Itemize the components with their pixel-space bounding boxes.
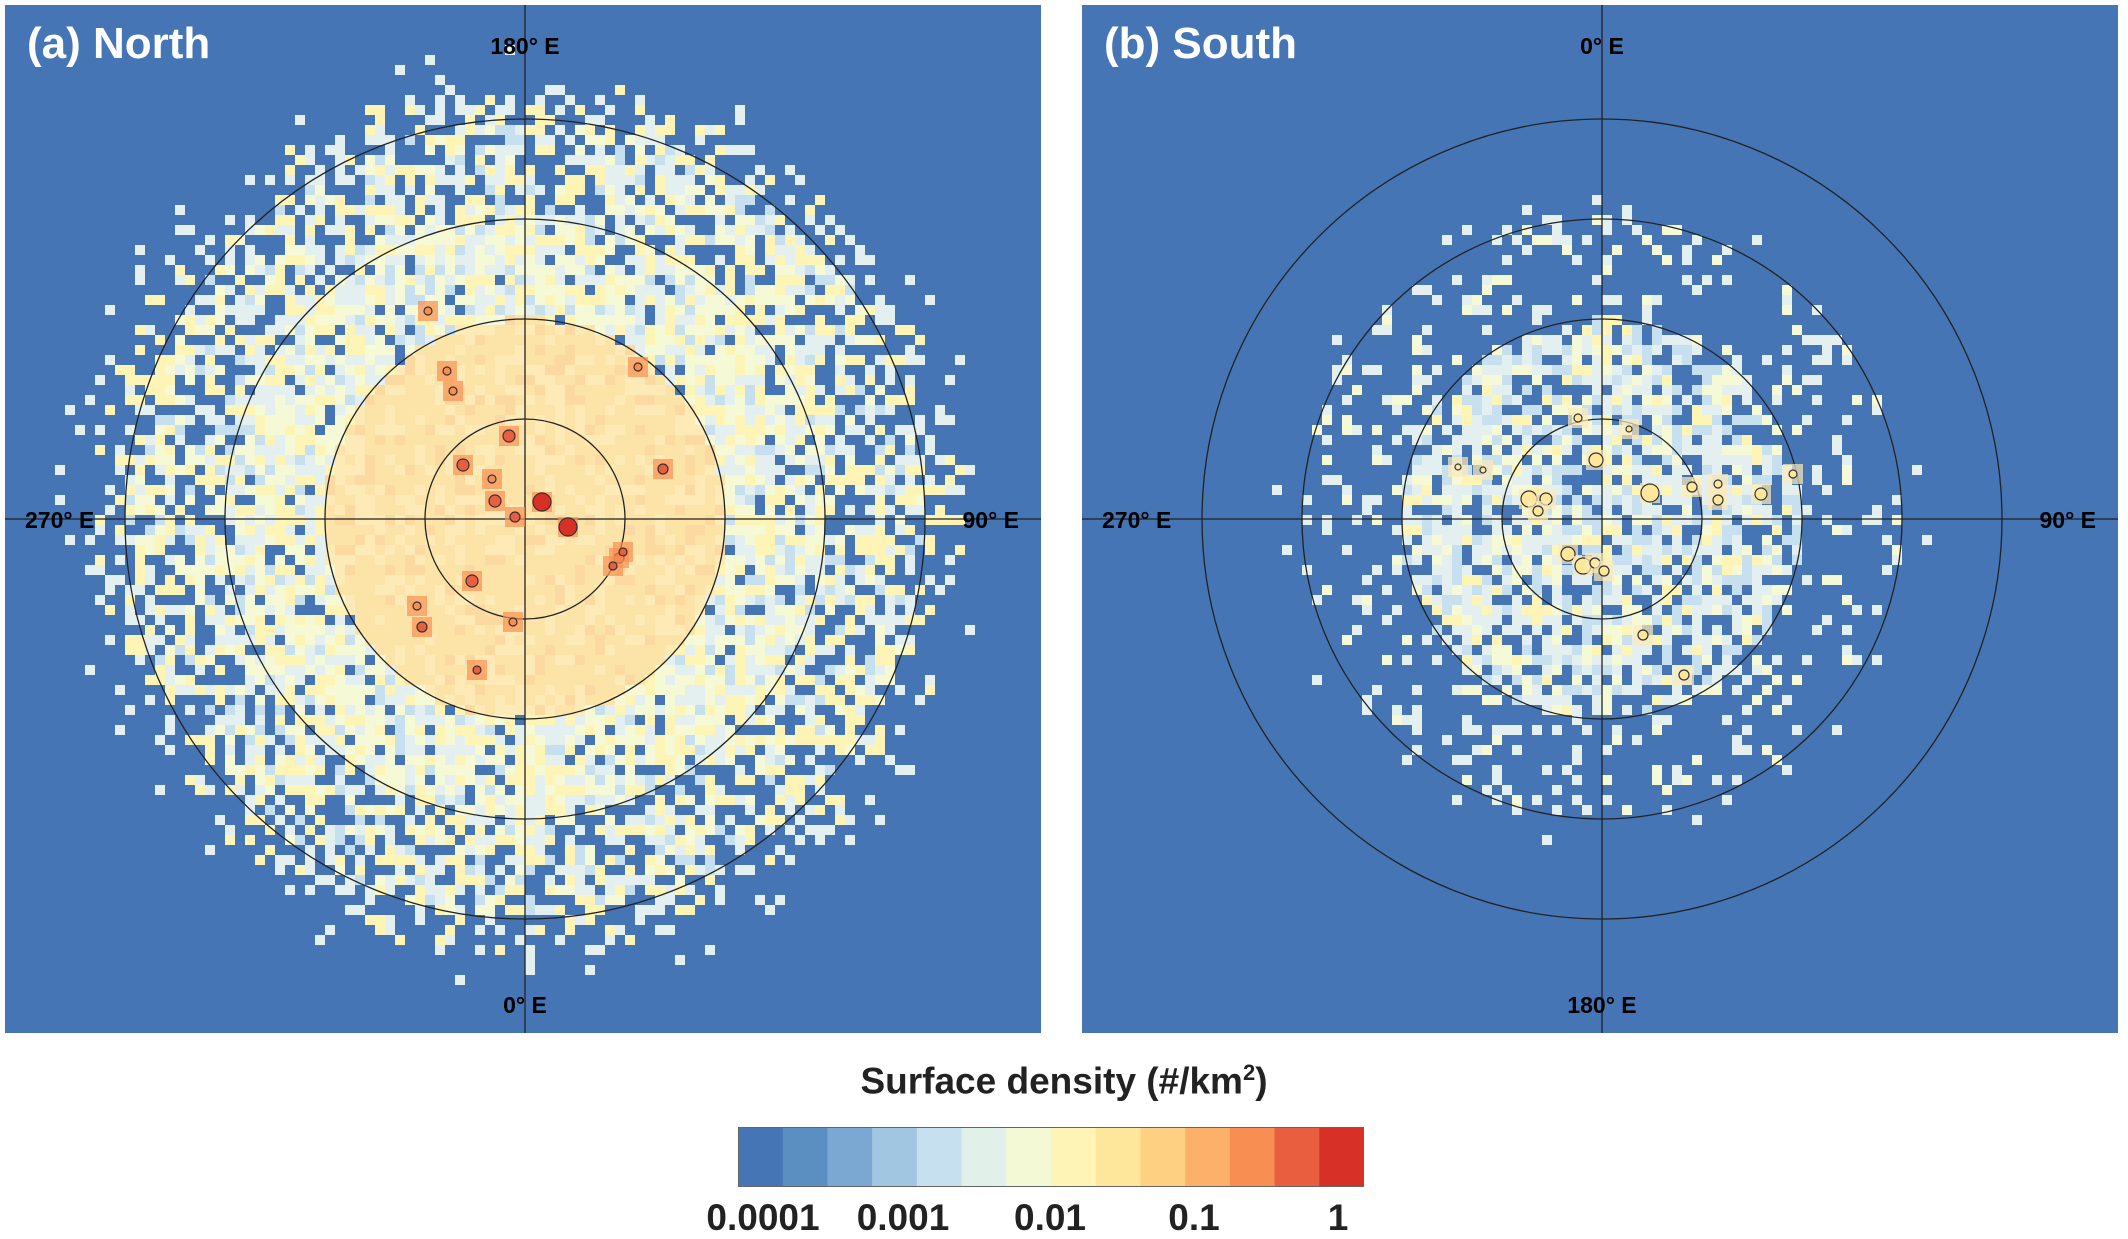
hotspot-marker: [466, 575, 478, 587]
colorbar-segment: [783, 1127, 828, 1187]
colorbar-segment: [1185, 1127, 1230, 1187]
lon-label-bottom-north: 0° E: [503, 992, 547, 1019]
hotspot-marker: [634, 363, 642, 371]
lon-label-left-north: 270° E: [25, 507, 94, 534]
colorbar-title-text: Surface density (#/km: [860, 1060, 1242, 1101]
colorbar-segment: [738, 1127, 783, 1187]
hotspot-marker: [473, 666, 481, 674]
hotspot-marker: [1574, 414, 1582, 422]
hotspot-marker: [1679, 670, 1689, 680]
hotspot-marker: [1687, 482, 1697, 492]
colorbar: [738, 1127, 1364, 1187]
colorbar-segment: [1006, 1127, 1051, 1187]
colorbar-segment: [1051, 1127, 1096, 1187]
colorbar-title: Surface density (#/km2): [0, 1060, 2128, 1102]
hotspot-marker: [443, 367, 451, 375]
hotspot-marker: [1599, 566, 1609, 576]
hotspot-marker: [1713, 495, 1723, 505]
colorbar-tick-label: 0.1: [1168, 1197, 1219, 1239]
hotspot-marker: [1755, 488, 1767, 500]
hotspot-marker: [457, 459, 469, 471]
hotspot-marker: [510, 512, 520, 522]
hotspot-marker: [424, 307, 432, 315]
hotspot-marker: [1455, 464, 1461, 470]
colorbar-segment: [1140, 1127, 1185, 1187]
colorbar-tick-label: 0.01: [1014, 1197, 1086, 1239]
hotspot-marker: [488, 475, 496, 483]
hotspot-marker: [1714, 480, 1722, 488]
hotspot-marker: [449, 387, 457, 395]
hotspot-marker: [559, 518, 577, 536]
colorbar-title-sup: 2: [1243, 1060, 1255, 1085]
hotspot-marker: [413, 602, 421, 610]
hotspot-marker: [533, 493, 551, 511]
panel-title-north: (a) North: [27, 19, 210, 69]
colorbar-segment: [1319, 1127, 1364, 1187]
colorbar-title-end: ): [1255, 1060, 1267, 1101]
colorbar-segment: [827, 1127, 872, 1187]
panel-title-south: (b) South: [1104, 19, 1297, 69]
panel-north: (a) North 180° E 0° E 270° E 90° E: [5, 5, 1041, 1033]
lon-label-left-south: 270° E: [1102, 507, 1171, 534]
hotspot-marker: [503, 430, 515, 442]
colorbar-segment: [917, 1127, 962, 1187]
lon-label-bottom-south: 180° E: [1567, 992, 1636, 1019]
lon-label-top-south: 0° E: [1580, 33, 1624, 60]
hotspot-marker: [417, 622, 427, 632]
colorbar-tick-label: 0.0001: [706, 1197, 819, 1239]
colorbar-tick-label: 0.001: [857, 1197, 950, 1239]
heatmap-north: [5, 5, 1041, 1033]
hotspot-marker: [1626, 426, 1632, 432]
hotspot-marker: [1638, 630, 1648, 640]
colorbar-segment: [962, 1127, 1007, 1187]
hotspot-marker: [609, 562, 617, 570]
hotspot-marker: [489, 495, 501, 507]
colorbar-segment: [1230, 1127, 1275, 1187]
colorbar-segment: [1275, 1127, 1320, 1187]
lon-label-top-north: 180° E: [490, 33, 559, 60]
lon-label-right-south: 90° E: [2039, 507, 2096, 534]
hotspot-marker: [658, 464, 668, 474]
colorbar-tick-label: 1: [1328, 1197, 1349, 1239]
lon-label-right-north: 90° E: [962, 507, 1019, 534]
colorbar-segment: [1096, 1127, 1141, 1187]
hotspot-marker: [1480, 467, 1486, 473]
heatmap-south: [1082, 5, 2118, 1033]
hotspot-marker: [1533, 506, 1543, 516]
hotspot-marker: [1789, 470, 1797, 478]
hotspot-marker: [1641, 484, 1659, 502]
hotspot-marker: [619, 548, 627, 556]
hotspot-marker: [1589, 453, 1603, 467]
colorbar-segment: [872, 1127, 917, 1187]
hotspot-marker: [509, 618, 517, 626]
panel-south: (b) South 0° E 180° E 270° E 90° E: [1082, 5, 2118, 1033]
hotspot-marker: [1561, 547, 1575, 561]
